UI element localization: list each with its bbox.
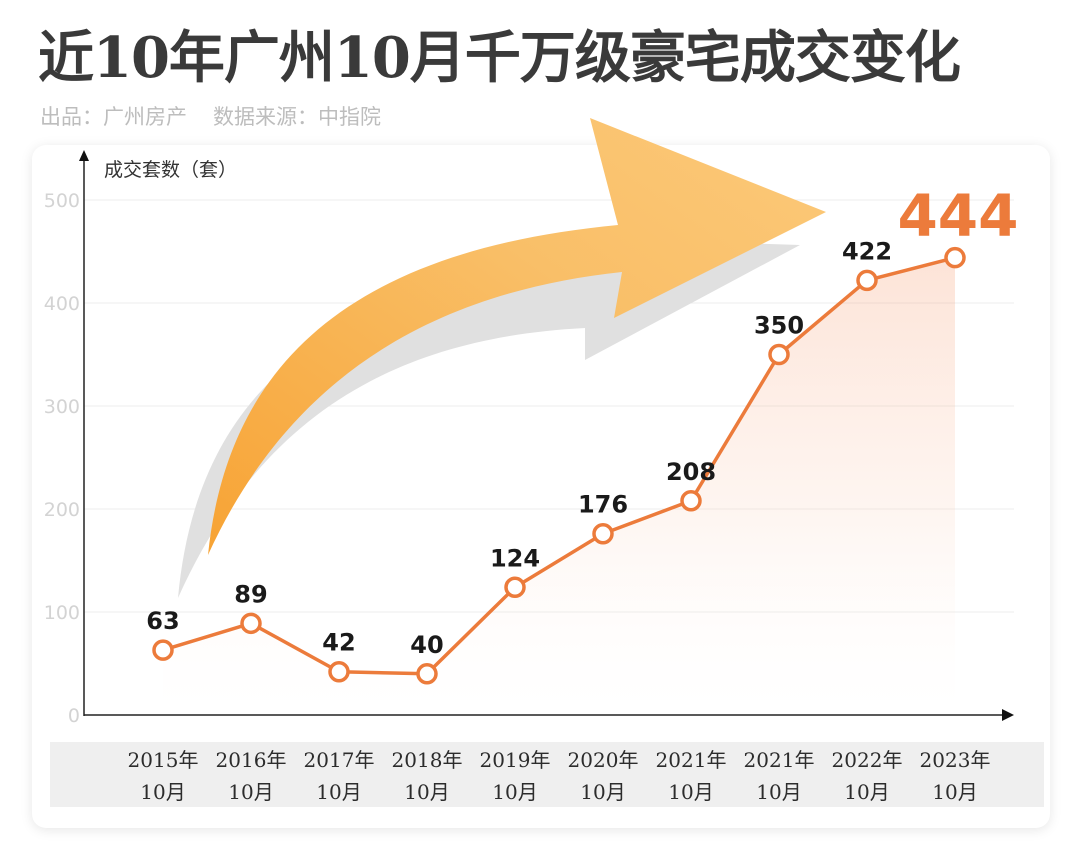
arrow-shadow (178, 238, 800, 598)
data-point (592, 522, 614, 545)
credit-line: 出品：广州房产 数据来源：中指院 (40, 101, 381, 131)
x-axis-arrowhead (1002, 709, 1014, 721)
x-tick-label: 10月 (580, 780, 625, 804)
x-tick-label: 2018年 (392, 748, 463, 772)
data-label: 42 (322, 629, 355, 657)
x-tick-label: 2021年 (744, 748, 815, 772)
series-point-layer (152, 246, 966, 685)
y-tick-label: 500 (44, 190, 80, 212)
series-area (163, 257, 955, 715)
x-tick-label: 2015年 (128, 748, 199, 772)
publisher-credit: 出品：广州房产 (40, 105, 187, 129)
data-label: 350 (754, 312, 804, 340)
data-label: 208 (666, 458, 716, 486)
x-tick-label: 2022年 (832, 748, 903, 772)
y-tick-label: 200 (44, 499, 80, 521)
x-tick-label: 2023年 (920, 748, 991, 772)
x-tick-layer: 2015年 10月 2016年 10月 2017年 10月 2018年 10月 2019年 10月… (128, 748, 991, 804)
data-point (944, 246, 966, 269)
series-area-layer (163, 257, 955, 715)
data-point (240, 612, 262, 635)
data-point (416, 663, 438, 685)
x-tick-label: 10月 (668, 780, 713, 804)
data-label: 89 (234, 580, 267, 608)
data-label: 63 (146, 607, 179, 635)
data-point (152, 639, 174, 661)
y-tick-layer: 0 100 200 300 400 500 (44, 190, 80, 727)
data-label: 40 (410, 631, 443, 659)
chart-title: 近10年广州10月千万级豪宅成交变化 (38, 25, 961, 91)
x-tick-label: 10月 (404, 780, 449, 804)
x-tick-label: 10月 (756, 780, 801, 804)
x-tick-label: 10月 (228, 780, 273, 804)
data-point (504, 576, 526, 599)
x-tick-label: 2019年 (480, 748, 551, 772)
x-tick-label: 2020年 (568, 748, 639, 772)
x-tick-label: 10月 (316, 780, 361, 804)
data-point (328, 660, 350, 683)
x-tick-label: 2021年 (656, 748, 727, 772)
data-point (856, 269, 878, 292)
data-point (768, 343, 790, 366)
series-line (162, 255, 956, 676)
highlight-data-label: 444 (897, 182, 1018, 250)
y-tick-label: 400 (44, 293, 80, 315)
y-tick-label: 100 (44, 602, 80, 624)
data-source-credit: 数据来源：中指院 (213, 105, 381, 129)
data-label: 124 (490, 544, 540, 572)
data-point (680, 490, 702, 512)
y-axis-title: 成交套数（套） (104, 159, 237, 181)
x-tick-label: 10月 (932, 780, 977, 804)
x-axis-band (50, 742, 1044, 807)
series-line-layer (162, 255, 956, 676)
data-label: 422 (842, 237, 892, 265)
x-tick-label: 10月 (492, 780, 537, 804)
trend-arrow (208, 118, 826, 555)
data-label: 176 (578, 491, 628, 519)
y-tick-label: 0 (68, 705, 80, 727)
x-tick-label: 10月 (844, 780, 889, 804)
y-axis-arrowhead (79, 150, 89, 161)
x-tick-label: 10月 (140, 780, 185, 804)
x-tick-label: 2017年 (304, 748, 375, 772)
x-tick-label: 2016年 (216, 748, 287, 772)
y-tick-label: 300 (44, 396, 80, 418)
